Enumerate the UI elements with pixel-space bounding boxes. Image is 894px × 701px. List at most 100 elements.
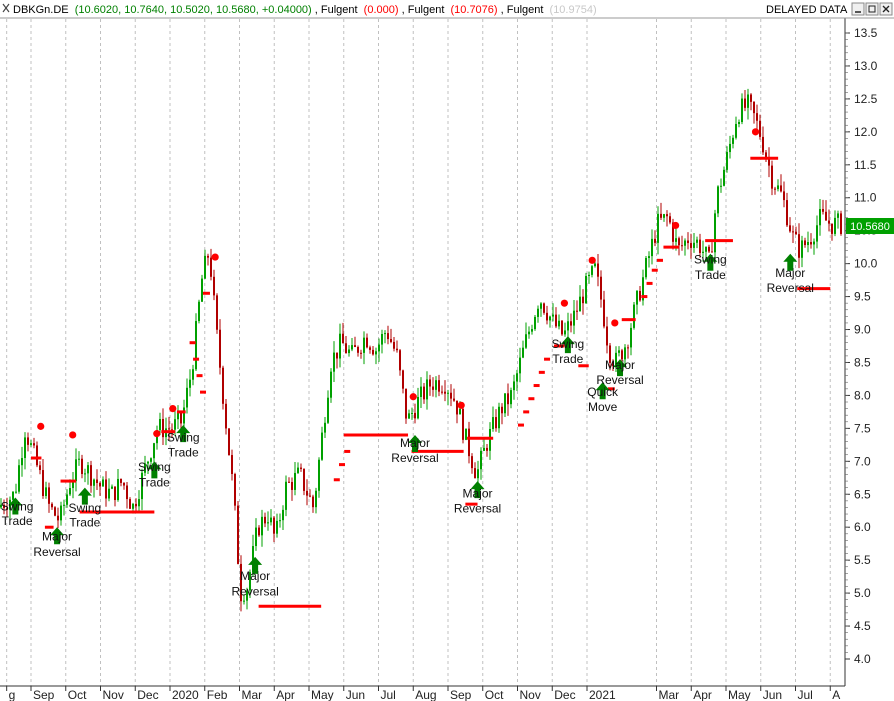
x-tick-label: Jun xyxy=(346,688,365,701)
up-body xyxy=(318,459,320,491)
down-body xyxy=(708,246,710,252)
down-body xyxy=(120,478,122,483)
up-body xyxy=(714,213,716,253)
up-body xyxy=(636,290,638,305)
up-body xyxy=(60,505,62,521)
restore-button[interactable] xyxy=(865,2,879,16)
stop-mark xyxy=(196,374,203,378)
down-body xyxy=(48,487,50,504)
up-body xyxy=(564,330,566,335)
up-body xyxy=(534,316,536,330)
down-body xyxy=(804,240,806,246)
up-body xyxy=(720,185,722,187)
down-body xyxy=(180,412,182,424)
down-body xyxy=(750,94,752,102)
down-body xyxy=(291,481,293,490)
close-button[interactable] xyxy=(879,2,893,16)
down-body xyxy=(42,470,44,496)
up-body xyxy=(528,331,530,335)
up-body xyxy=(675,238,677,242)
down-body xyxy=(555,314,557,327)
annotation-label: Trade xyxy=(2,514,33,528)
down-body xyxy=(432,386,434,390)
up-body xyxy=(384,333,386,335)
up-body xyxy=(717,186,719,214)
up-arrow-icon xyxy=(147,461,162,479)
up-body xyxy=(141,472,143,500)
down-body xyxy=(672,222,674,242)
down-body xyxy=(786,200,788,226)
stop-mark xyxy=(189,341,196,345)
down-body xyxy=(90,465,92,486)
down-body xyxy=(231,455,233,474)
up-body xyxy=(243,600,245,602)
up-body xyxy=(285,481,287,510)
price-axis[interactable]: 13.513.012.512.011.511.010.510.09.59.08.… xyxy=(845,26,878,666)
annotation-label: Major xyxy=(605,358,635,372)
delayed-data-label: DELAYED DATA xyxy=(766,4,848,16)
header-bar xyxy=(0,0,894,18)
down-body xyxy=(561,320,563,335)
up-body xyxy=(480,450,482,470)
down-body xyxy=(471,456,473,469)
up-body xyxy=(723,169,725,186)
down-body xyxy=(336,352,338,359)
up-body xyxy=(513,381,515,391)
up-body xyxy=(147,461,149,464)
down-body xyxy=(774,188,776,190)
annotation-label: Major xyxy=(775,266,805,280)
stop-mark xyxy=(517,423,524,427)
up-arrow-icon xyxy=(470,481,485,499)
y-tick-label: 8.5 xyxy=(854,355,871,369)
down-body xyxy=(603,299,605,327)
up-body xyxy=(69,488,71,495)
down-body xyxy=(3,504,5,509)
up-body xyxy=(747,94,749,108)
stop-mark xyxy=(656,258,663,262)
down-body xyxy=(57,515,59,521)
annotation-label: Reversal xyxy=(231,585,278,599)
x-tick-label: Apr xyxy=(693,688,712,701)
down-body xyxy=(576,310,578,312)
stop-mark xyxy=(544,357,551,361)
up-body xyxy=(705,246,707,252)
up-body xyxy=(195,321,197,370)
up-body xyxy=(540,303,542,309)
x-tick-label: Dec xyxy=(554,688,575,701)
stop-mark xyxy=(333,478,340,482)
down-body xyxy=(570,321,572,326)
up-arrow-icon xyxy=(176,425,191,443)
down-body xyxy=(288,481,290,483)
down-body xyxy=(264,516,266,524)
up-body xyxy=(417,396,419,419)
up-body xyxy=(375,351,377,355)
x-tick-label: Nov xyxy=(520,688,541,701)
up-body xyxy=(21,458,23,466)
down-body xyxy=(438,380,440,392)
y-tick-label: 13.0 xyxy=(854,59,878,73)
up-body xyxy=(420,386,422,397)
up-body xyxy=(537,308,539,317)
up-body xyxy=(159,419,161,431)
up-body xyxy=(321,432,323,460)
annotation-label: Swing xyxy=(1,500,34,514)
down-body xyxy=(168,428,170,430)
signal-dot xyxy=(69,431,77,439)
down-body xyxy=(456,400,458,415)
down-body xyxy=(789,225,791,232)
annotation-label: Reversal xyxy=(33,545,80,559)
up-body xyxy=(24,437,26,459)
header-close-glyph[interactable] xyxy=(2,3,10,13)
up-body xyxy=(327,397,329,423)
date-axis[interactable]: g Sep Oct Nov Dec 2020 Feb Mar Apr May Jun Jul Aug Se… xyxy=(6,686,841,701)
minimize-button[interactable] xyxy=(851,2,865,16)
down-body xyxy=(300,467,302,469)
down-body xyxy=(453,398,455,401)
annotation-label: Reversal xyxy=(391,451,438,465)
down-body xyxy=(414,412,416,419)
signal-dot xyxy=(409,393,417,401)
down-body xyxy=(783,191,785,201)
y-tick-label: 6.0 xyxy=(854,520,871,534)
